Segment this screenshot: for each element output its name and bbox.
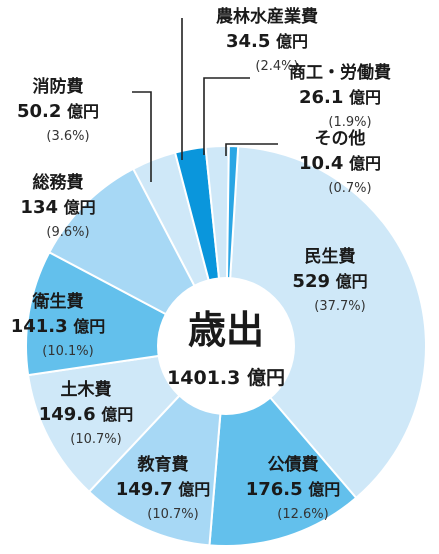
slice-label-name-8: 商工・労働費 [289,62,391,83]
donut-hole [157,277,295,415]
slice-label-value-4: 141.3 億円 [11,316,106,337]
slice-label-percent-3: (10.7%) [70,432,121,447]
slice-label-name-4: 衛生費 [32,291,84,312]
slice-label-percent-2: (10.7%) [147,507,198,522]
slice-label-name-7: 農林水産業費 [216,6,318,27]
slice-label-percent-4: (10.1%) [42,344,93,359]
slice-label-percent-5: (9.6%) [46,225,89,240]
slice-label-value-3: 149.6 億円 [39,404,134,425]
slice-label-percent-0: (37.7%) [314,299,365,314]
slice-label-name-5: 総務費 [33,172,84,193]
slice-label-value-7: 34.5 億円 [226,31,308,52]
slice-label-name-6: 消防費 [33,76,84,97]
slice-label-value-0: 529 億円 [292,271,367,292]
slice-label-value-2: 149.7 億円 [116,479,211,500]
slice-label-value-5: 134 億円 [20,197,95,218]
slice-label-percent-6: (3.6%) [46,129,89,144]
slice-label-value-8: 26.1 億円 [299,87,381,108]
leader-lines [132,18,278,182]
slice-label-percent-8: (1.9%) [328,115,371,130]
slice-label-value-9: 10.4 億円 [299,153,381,174]
slice-label-percent-1: (12.6%) [277,507,328,522]
slice-label-percent-9: (0.7%) [328,181,371,196]
slice-label-name-1: 公債費 [268,454,319,475]
center-title: 歳出 [188,308,264,352]
center-total: 1401.3 億円 [167,366,285,389]
slice-label-value-1: 176.5 億円 [246,479,341,500]
slice-labels: 民生費 529 億円 (37.7%) 公債費 176.5 億円 (12.6%) 教育費 149… [11,6,391,522]
leader-line-9 [225,143,278,156]
slice-label-name-9: その他 [315,128,366,149]
slice-label-percent-7: (2.4%) [255,59,298,74]
leader-line-8 [203,77,250,155]
donut-slices [25,145,427,547]
slice-label-name-2: 教育費 [137,454,189,475]
slice-label-value-6: 50.2 億円 [17,101,99,122]
slice-label-name-3: 土木費 [61,379,112,400]
leader-line-6 [132,91,152,182]
slice-label-name-0: 民生費 [305,246,356,267]
